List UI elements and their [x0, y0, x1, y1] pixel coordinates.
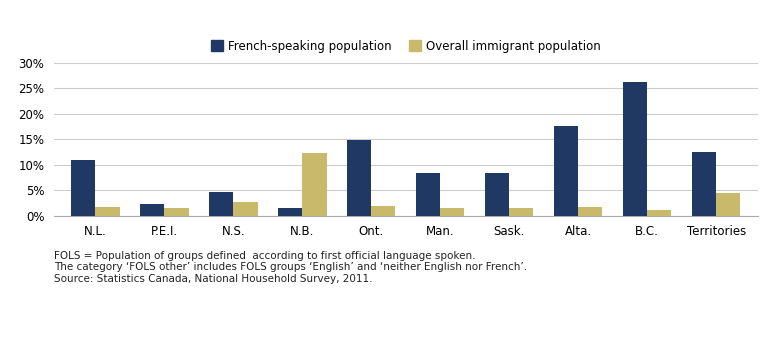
Legend: French-speaking population, Overall immigrant population: French-speaking population, Overall immi… — [206, 35, 605, 57]
Bar — [302, 153, 326, 216]
Bar — [692, 152, 716, 216]
Bar — [96, 207, 120, 216]
Bar — [647, 209, 671, 216]
Bar — [371, 206, 396, 216]
Bar — [278, 208, 302, 216]
Bar — [233, 202, 257, 216]
Bar — [578, 207, 602, 216]
Bar — [554, 126, 578, 216]
Bar — [485, 173, 509, 216]
Bar — [716, 193, 741, 216]
Bar — [623, 82, 647, 216]
Bar — [165, 208, 189, 216]
Bar — [441, 208, 465, 216]
Bar — [209, 192, 233, 216]
Bar — [141, 204, 165, 216]
Bar — [416, 173, 441, 216]
Text: FOLS = Population of groups defined  according to first official language spoken: FOLS = Population of groups defined acco… — [54, 251, 527, 284]
Bar — [509, 208, 533, 216]
Bar — [71, 160, 96, 216]
Bar — [347, 140, 371, 216]
